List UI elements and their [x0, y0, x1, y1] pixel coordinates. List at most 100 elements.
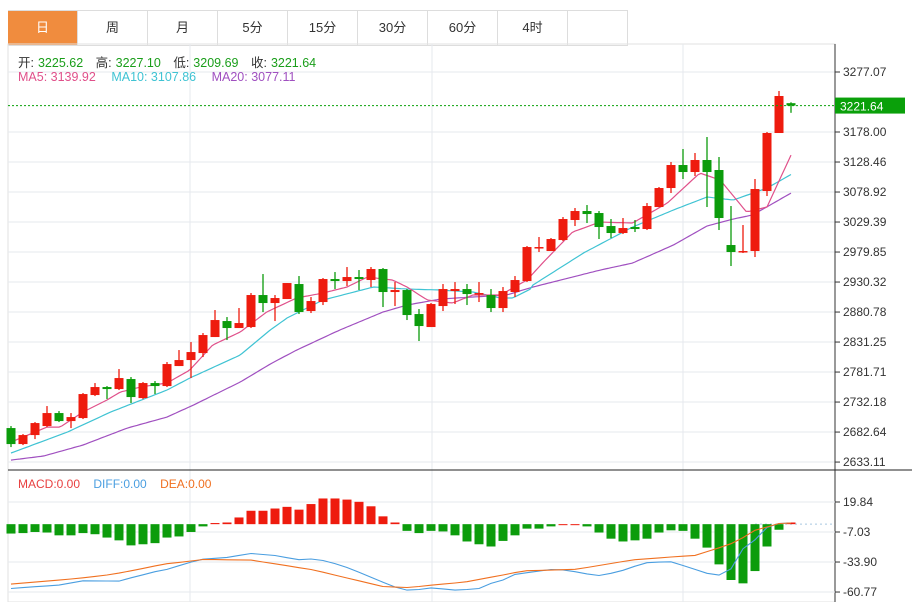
open-value: 3225.62: [37, 56, 84, 70]
macd-bar: [438, 524, 448, 532]
macd-bar: [690, 524, 700, 539]
macd-bar: [594, 524, 604, 533]
candle-body: [462, 289, 472, 295]
low-label: 低:: [173, 56, 190, 70]
candle: [306, 297, 316, 314]
candle: [366, 267, 376, 288]
candle: [354, 270, 364, 291]
tab-month[interactable]: 月: [148, 11, 218, 45]
candle-body: [222, 321, 232, 329]
candle: [534, 237, 544, 253]
macd-bar: [486, 524, 496, 547]
candle-body: [486, 295, 496, 309]
candle: [498, 287, 508, 313]
y-tick-label: 3128.46: [843, 155, 887, 169]
candle: [462, 284, 472, 306]
high-label: 高:: [95, 56, 112, 70]
ma5-legend: MA5: 3139.92: [18, 70, 96, 84]
candle: [510, 276, 520, 298]
tab-day[interactable]: 日: [8, 11, 78, 45]
candle: [294, 276, 304, 315]
macd-bar: [726, 524, 736, 580]
candle: [390, 282, 400, 307]
candle: [690, 153, 700, 177]
candle: [42, 406, 52, 428]
macd-y-tick-label: -60.77: [843, 585, 877, 599]
candle: [738, 225, 748, 254]
tab-4hour[interactable]: 4时: [498, 11, 568, 45]
macd-bar: [534, 524, 544, 529]
candle: [54, 411, 64, 423]
tab-15min[interactable]: 15分: [288, 11, 358, 45]
tab-5min[interactable]: 5分: [218, 11, 288, 45]
y-tick-label: 2781.71: [843, 365, 887, 379]
candle: [750, 179, 760, 258]
candle: [30, 422, 40, 440]
macd-bar: [570, 524, 580, 526]
candle: [678, 149, 688, 180]
candle: [210, 310, 220, 338]
low-value: 3209.69: [193, 56, 239, 70]
macd-bar: [402, 524, 412, 531]
ma20-line: [10, 192, 792, 461]
macd-bar: [222, 522, 232, 525]
open-label: 开:: [18, 56, 34, 70]
candle-body: [654, 188, 664, 208]
tab-30min[interactable]: 30分: [358, 11, 428, 45]
macd-bar: [450, 524, 460, 536]
macd-bar: [354, 501, 364, 525]
macd-bar: [66, 524, 76, 536]
candle-body: [354, 277, 364, 280]
candle: [18, 434, 28, 446]
macd-bar: [246, 510, 256, 525]
candle-body: [66, 417, 76, 422]
candle: [66, 413, 76, 429]
tab-60min[interactable]: 60分: [428, 11, 498, 45]
macd-bar: [90, 524, 100, 535]
tab-week[interactable]: 周: [78, 11, 148, 45]
macd-bar: [330, 498, 340, 525]
y-tick-label: 2682.64: [843, 425, 887, 439]
ma20-legend: MA20: 3077.11: [211, 70, 296, 84]
macd-bar: [762, 524, 772, 547]
candle: [330, 272, 340, 290]
candle-body: [606, 226, 616, 234]
candle-body: [750, 189, 760, 252]
macd-bar: [642, 524, 652, 539]
ma10-line: [10, 173, 792, 454]
candle-body: [342, 277, 352, 282]
candle-body: [330, 279, 340, 282]
macd-bar: [558, 524, 568, 526]
candle-body: [114, 378, 124, 390]
candle: [654, 187, 664, 208]
candle: [198, 333, 208, 358]
candle-body: [630, 227, 640, 230]
macd-bar: [126, 524, 136, 546]
candle: [378, 268, 388, 308]
candle-body: [174, 360, 184, 367]
macd-bar: [162, 524, 172, 538]
candle: [582, 205, 592, 224]
candle-body: [282, 283, 292, 300]
y-tick-label: 2732.18: [843, 395, 887, 409]
candle-body: [498, 291, 508, 309]
period-tabs: 日 周 月 5分 15分 30分 60分 4时: [8, 10, 628, 46]
candle: [714, 157, 724, 231]
ma10-legend: MA10: 3107.86: [111, 70, 197, 84]
candle: [558, 217, 568, 242]
candle: [594, 211, 604, 240]
macd-bar: [54, 524, 64, 536]
macd-bar: [654, 524, 664, 533]
candle: [174, 350, 184, 367]
candle-body: [366, 269, 376, 281]
candle-body: [450, 289, 460, 292]
candle-body: [714, 170, 724, 219]
candle-body: [186, 352, 196, 361]
macd-bar: [186, 524, 196, 532]
candle-body: [54, 413, 64, 422]
macd-bar: [270, 508, 280, 525]
candle-body: [258, 295, 268, 304]
candle-body: [306, 301, 316, 312]
candle: [114, 369, 124, 391]
